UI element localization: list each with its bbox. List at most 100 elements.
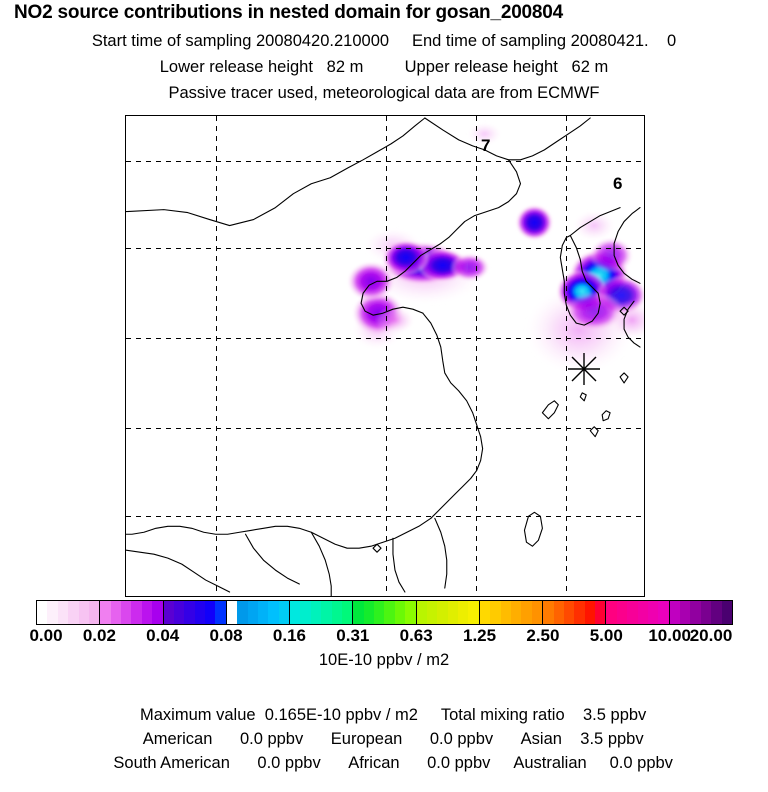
colorbar-step [490, 601, 501, 624]
colorbar-tick-0.02: 0.02 [82, 626, 116, 645]
stats-row-regions-2: South American 0.0 ppbv African 0.0 ppbv… [0, 735, 768, 792]
gridline-vertical [476, 116, 477, 596]
colorbar-step [68, 601, 79, 624]
colorbar-segment-2 [163, 601, 227, 624]
zone-label-6: 6 [613, 174, 623, 193]
colorbar-step [237, 601, 248, 624]
region-value-south-american: 0.0 ppbv [257, 754, 321, 772]
colorbar-tick-1.25: 1.25 [462, 626, 497, 645]
colorbar-step [574, 601, 585, 624]
colorbar-step [353, 601, 364, 624]
colorbar-step [690, 601, 701, 624]
colorbar-step [78, 601, 89, 624]
colorbar-step [205, 601, 216, 624]
colorbar-step [437, 601, 448, 624]
colorbar-step [57, 601, 69, 624]
region-label-australian: Australian [513, 754, 587, 772]
colorbar-step [479, 601, 491, 624]
region-label-asian: Asian [520, 730, 562, 748]
colorbar-step [184, 601, 195, 624]
colorbar [36, 600, 733, 625]
colorbar-step [215, 601, 226, 624]
colorbar-tick-5.00: 5.00 [589, 626, 623, 645]
tracer-meteo-line: Passive tracer used, meteorological data… [168, 84, 600, 102]
colorbar-step [500, 601, 511, 624]
colorbar-step [268, 601, 279, 624]
region-label-south-american: South American [113, 754, 230, 772]
colorbar-step [321, 601, 332, 624]
colorbar-step [553, 601, 564, 624]
colorbar-step [669, 601, 681, 624]
colorbar-segment-1 [100, 601, 164, 624]
colorbar-step [711, 601, 722, 624]
colorbar-step [110, 601, 122, 624]
colorbar-step [278, 601, 290, 624]
colorbar-step [300, 601, 311, 624]
colorbar-unit-label: 10E-10 ppbv / m2 [318, 651, 450, 669]
maximum-value: 0.165E-10 ppbv / m2 [264, 706, 418, 724]
colorbar-step [606, 601, 617, 624]
colorbar-step [194, 601, 206, 624]
colorbar-step [152, 601, 163, 624]
colorbar-segment-9 [606, 601, 670, 624]
colorbar-step [100, 601, 111, 624]
map-inner: 7 6 [126, 116, 644, 596]
release-height-line: Lower release height 82 m Upper release … [159, 58, 609, 76]
region-value-american: 0.0 ppbv [239, 730, 304, 748]
region-value-african: 0.0 ppbv [427, 754, 491, 772]
colorbar-step [627, 601, 638, 624]
colorbar-step [331, 601, 342, 624]
colorbar-step [173, 601, 185, 624]
colorbar-step [416, 601, 427, 624]
colorbar-step [121, 601, 132, 624]
colorbar-segment-5 [353, 601, 417, 624]
colorbar-segment-7 [479, 601, 544, 624]
region-label-american: American [142, 730, 213, 748]
colorbar-tick-10.00: 10.00 [648, 626, 691, 645]
colorbar-segment-0 [37, 601, 101, 624]
colorbar-tick-0.31: 0.31 [336, 626, 370, 645]
region-value-australian: 0.0 ppbv [609, 754, 673, 772]
gridline-horizontal [126, 428, 644, 429]
sampling-time-line: Start time of sampling 20080420.210000 E… [91, 32, 677, 50]
colorbar-step [384, 601, 395, 624]
gridline-vertical [386, 116, 387, 596]
colorbar-step [47, 601, 58, 624]
colorbar-tick-0.04: 0.04 [146, 626, 180, 645]
plot-canvas: NO2 source contributions in nested domai… [0, 2, 768, 772]
maximum-value-label: Maximum value [140, 706, 256, 724]
colorbar-step [595, 601, 606, 624]
total-mixing-ratio-value: 3.5 ppbv [583, 706, 647, 724]
colorbar-step [658, 601, 669, 624]
colorbar-segment-6 [416, 601, 480, 624]
colorbar-step [510, 601, 522, 624]
colorbar-step [257, 601, 269, 624]
colorbar-segment-10 [669, 601, 732, 624]
region-label-african: African [348, 754, 400, 772]
colorbar-step [721, 601, 732, 624]
colorbar-step [637, 601, 648, 624]
colorbar-tick-0.08: 0.08 [209, 626, 243, 645]
colorbar-step [531, 601, 543, 624]
region-label-european: European [330, 730, 403, 748]
map-panel[interactable]: 7 6 [125, 115, 645, 597]
gridline-vertical [566, 116, 567, 596]
colorbar-step [680, 601, 691, 624]
colorbar-step [163, 601, 174, 624]
stats-row-regions-1: American 0.0 ppbv European 0.0 ppbv Asia… [0, 711, 768, 768]
colorbar-step [363, 601, 375, 624]
colorbar-step [341, 601, 353, 624]
total-mixing-ratio-label: Total mixing ratio [440, 706, 565, 724]
colorbar-step [426, 601, 438, 624]
colorbar-step [700, 601, 712, 624]
colorbar-step [374, 601, 385, 624]
region-value-asian: 3.5 ppbv [580, 730, 644, 748]
colorbar-segment-3 [227, 601, 291, 624]
colorbar-step [290, 601, 301, 624]
colorbar-step [647, 601, 659, 624]
colorbar-step [37, 601, 48, 624]
colorbar-tick-0.00: 0.00 [29, 626, 63, 645]
gridline-horizontal [126, 516, 644, 517]
colorbar-tick-0.63: 0.63 [399, 626, 433, 645]
colorbar-step [563, 601, 575, 624]
